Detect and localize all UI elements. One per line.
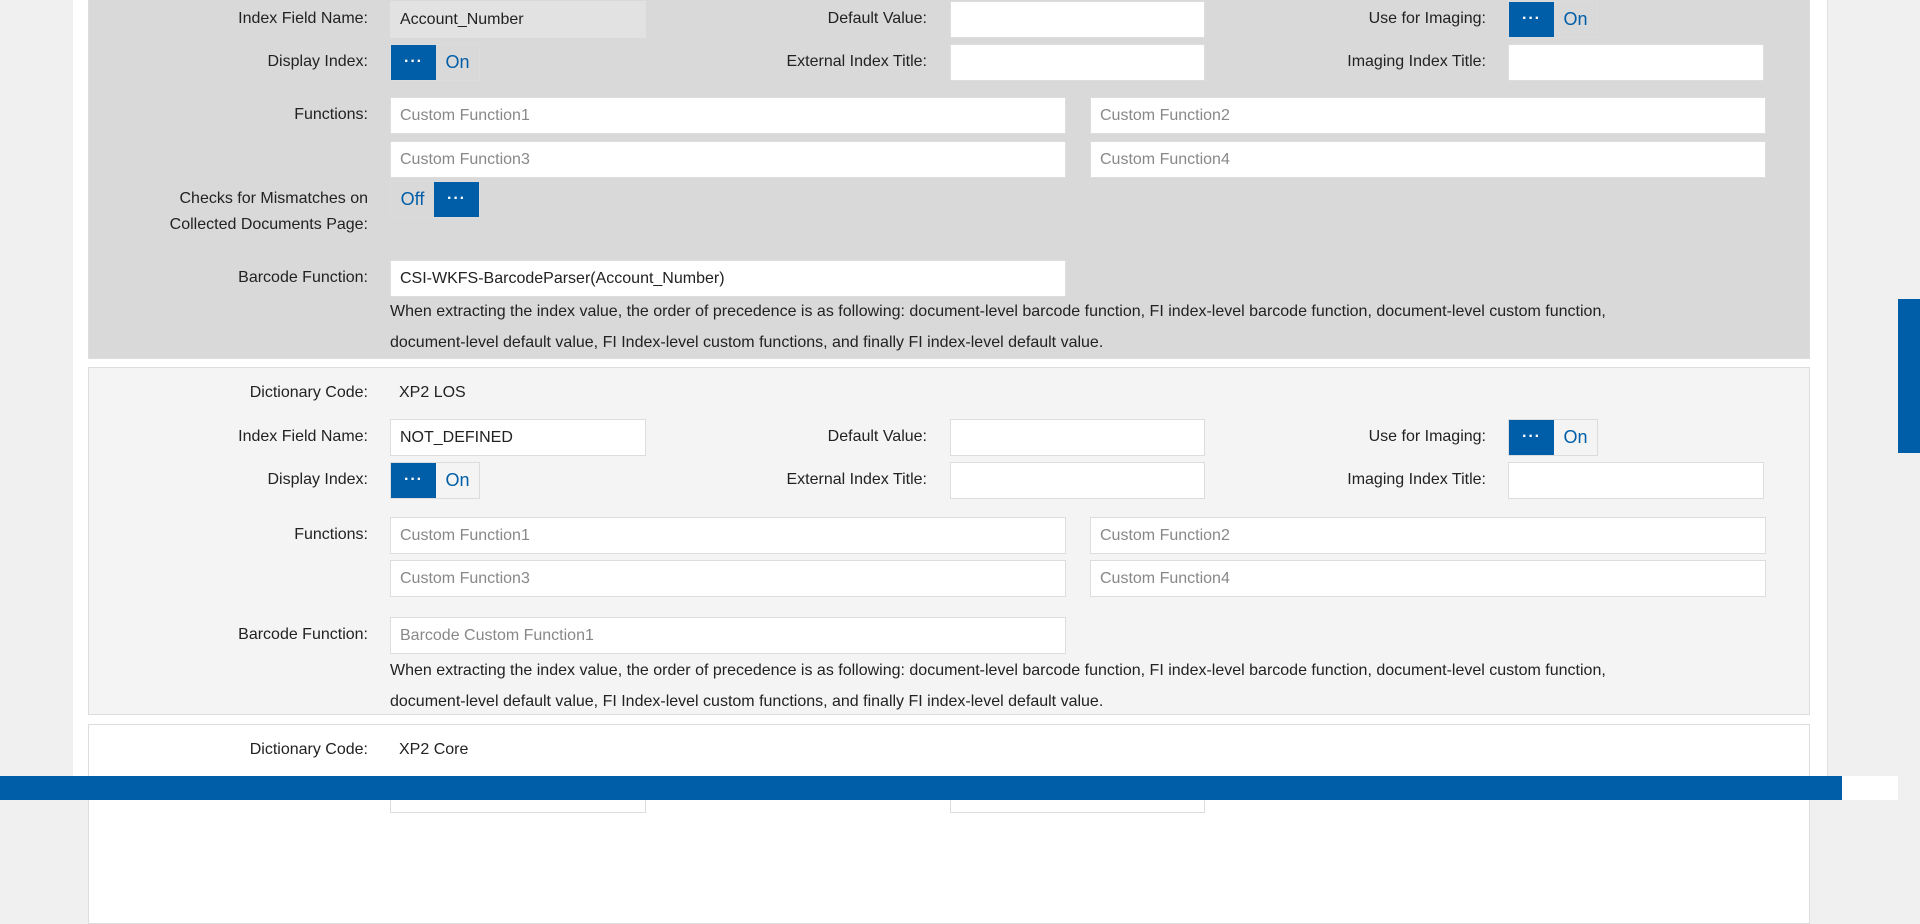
barcode-function-input[interactable]: Barcode Custom Function1 xyxy=(390,617,1066,654)
toggle-knob-icon: ··· xyxy=(391,463,436,498)
functions-label: Functions: xyxy=(294,526,368,543)
mismatch-check-label-line2: Collected Documents Page: xyxy=(169,216,368,233)
custom-function-input-1[interactable]: Custom Function1 xyxy=(390,97,1066,134)
precedence-note-line2: document-level default value, FI Index-l… xyxy=(390,334,1104,351)
bottom-bar-gap xyxy=(1842,776,1898,800)
mismatch-check-toggle[interactable]: Off ··· xyxy=(390,181,480,218)
dictionary-code-label: Dictionary Code: xyxy=(249,741,368,758)
bottom-action-bar xyxy=(0,776,1842,800)
display-index-toggle[interactable]: ··· On xyxy=(390,44,480,81)
barcode-function-label: Barcode Function: xyxy=(238,269,368,286)
toggle-knob-icon: ··· xyxy=(1509,2,1554,37)
use-for-imaging-toggle[interactable]: ··· On xyxy=(1508,419,1598,456)
custom-function-input-3[interactable]: Custom Function3 xyxy=(390,141,1066,178)
dictionary-code-value: XP2 Core xyxy=(399,741,469,758)
custom-function-input-3[interactable]: Custom Function3 xyxy=(390,560,1066,597)
default-value-input[interactable] xyxy=(950,419,1205,456)
display-index-label: Display Index: xyxy=(267,471,369,488)
precedence-note-line2: document-level default value, FI Index-l… xyxy=(390,693,1104,710)
default-value-input[interactable] xyxy=(950,1,1205,38)
toggle-state: Off xyxy=(400,189,425,209)
use-for-imaging-toggle[interactable]: ··· On xyxy=(1508,1,1598,38)
toggle-knob-icon: ··· xyxy=(434,182,479,217)
functions-label: Functions: xyxy=(294,106,368,123)
use-for-imaging-label: Use for Imaging: xyxy=(1368,10,1486,27)
toggle-state: On xyxy=(445,470,470,490)
external-index-title-label: External Index Title: xyxy=(786,471,927,488)
toggle-state: On xyxy=(1563,9,1588,29)
display-index-toggle[interactable]: ··· On xyxy=(390,462,480,499)
use-for-imaging-label: Use for Imaging: xyxy=(1368,428,1486,445)
dictionary-code-label: Dictionary Code: xyxy=(249,384,368,401)
custom-function-input-1[interactable]: Custom Function1 xyxy=(390,517,1066,554)
index-section: Index Field Name: Account_Number Default V… xyxy=(88,0,1810,359)
display-index-label: Display Index: xyxy=(267,53,369,70)
barcode-function-label: Barcode Function: xyxy=(238,626,368,643)
custom-function-input-4[interactable]: Custom Function4 xyxy=(1090,560,1766,597)
toggle-state: On xyxy=(445,52,470,72)
index-field-name-input[interactable]: Account_Number xyxy=(390,1,646,38)
index-field-name-input[interactable]: NOT_DEFINED xyxy=(390,419,646,456)
custom-function-input-2[interactable]: Custom Function2 xyxy=(1090,97,1766,134)
toggle-knob-icon: ··· xyxy=(1509,420,1554,455)
external-index-title-label: External Index Title: xyxy=(786,53,927,70)
index-field-name-label: Index Field Name: xyxy=(238,428,368,445)
external-index-title-input[interactable] xyxy=(950,44,1205,81)
default-value-label: Default Value: xyxy=(827,10,927,27)
index-section: Dictionary Code: XP2 Core xyxy=(88,724,1810,924)
dictionary-code-value: XP2 LOS xyxy=(399,384,466,401)
imaging-index-title-label: Imaging Index Title: xyxy=(1347,471,1486,488)
default-value-label: Default Value: xyxy=(827,428,927,445)
toggle-state: On xyxy=(1563,427,1588,447)
mismatch-check-label: Checks for Mismatches on xyxy=(179,190,368,207)
index-section: Dictionary Code: XP2 LOS Index Field Name:… xyxy=(88,367,1810,715)
external-index-title-input[interactable] xyxy=(950,462,1205,499)
imaging-index-title-input[interactable] xyxy=(1508,44,1764,81)
precedence-note: When extracting the index value, the ord… xyxy=(390,303,1606,320)
scrollbar-thumb[interactable] xyxy=(1898,299,1920,453)
imaging-index-title-input[interactable] xyxy=(1508,462,1764,499)
custom-function-input-4[interactable]: Custom Function4 xyxy=(1090,141,1766,178)
custom-function-input-2[interactable]: Custom Function2 xyxy=(1090,517,1766,554)
toggle-knob-icon: ··· xyxy=(391,45,436,80)
index-field-name-label: Index Field Name: xyxy=(238,10,368,27)
barcode-function-input[interactable]: CSI-WKFS-BarcodeParser(Account_Number) xyxy=(390,260,1066,297)
imaging-index-title-label: Imaging Index Title: xyxy=(1347,53,1486,70)
precedence-note: When extracting the index value, the ord… xyxy=(390,662,1606,679)
